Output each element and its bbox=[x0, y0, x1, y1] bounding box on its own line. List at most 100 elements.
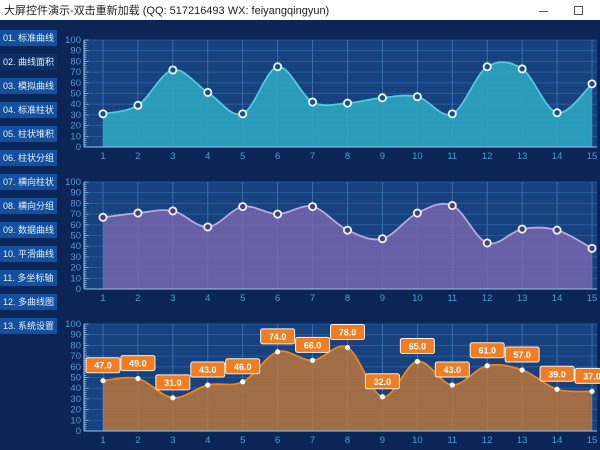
x-tick-label: 11 bbox=[447, 293, 457, 304]
x-tick-label: 9 bbox=[380, 435, 385, 446]
sidebar-item-09[interactable]: 09. 数据曲线 bbox=[0, 222, 57, 238]
sidebar-item-11[interactable]: 11. 多坐标轴 bbox=[0, 270, 57, 286]
x-tick-label: 10 bbox=[412, 435, 423, 446]
sidebar-item-03[interactable]: 03. 模拟曲线 bbox=[0, 78, 57, 94]
x-tick-label: 4 bbox=[205, 151, 210, 162]
sidebar-item-13[interactable]: 13. 系统设置 bbox=[0, 318, 57, 334]
x-tick-label: 13 bbox=[517, 435, 528, 446]
y-tick-label: 0 bbox=[76, 284, 81, 295]
sidebar-item-02[interactable]: 02. 曲线面积 bbox=[0, 54, 57, 70]
data-point-marker bbox=[309, 357, 316, 363]
point-label-box bbox=[260, 328, 296, 345]
point-label-box bbox=[399, 337, 435, 354]
data-point-marker bbox=[205, 382, 211, 388]
x-tick-label: 14 bbox=[552, 293, 563, 304]
point-label-box bbox=[295, 336, 331, 353]
sidebar-item-label: 05. 柱状堆积 bbox=[3, 129, 55, 139]
y-tick-label: 60 bbox=[70, 220, 81, 231]
data-point-marker bbox=[447, 201, 457, 211]
data-point-markers bbox=[100, 344, 595, 401]
minimize-icon[interactable] bbox=[538, 5, 549, 16]
data-point-marker bbox=[447, 109, 457, 119]
sidebar-item-label: 12. 多曲线图 bbox=[3, 297, 55, 307]
y-tick-label: 50 bbox=[70, 373, 81, 384]
x-tick-label: 14 bbox=[552, 435, 563, 446]
point-label-box bbox=[364, 373, 400, 390]
point-label-box bbox=[190, 361, 226, 378]
window-controls bbox=[538, 5, 600, 16]
point-labels: 47.0 49.0 31.0 43.0 46.0 74.0 66.0 78.0 32.0 65.0… bbox=[85, 324, 600, 391]
sidebar-item-label: 10. 平滑曲线 bbox=[3, 249, 55, 259]
x-tick-label: 8 bbox=[345, 435, 350, 446]
data-point-marker bbox=[587, 243, 597, 253]
point-label-box bbox=[225, 358, 261, 375]
y-tick-label: 50 bbox=[70, 231, 81, 242]
y-tick-label: 60 bbox=[70, 362, 81, 373]
sidebar-item-06[interactable]: 06. 柱状分组 bbox=[0, 150, 57, 166]
sidebar-item-10[interactable]: 10. 平滑曲线 bbox=[0, 246, 57, 262]
x-tick-label: 7 bbox=[310, 151, 315, 162]
sidebar-item-04[interactable]: 04. 标准柱状 bbox=[0, 102, 57, 118]
data-point-marker bbox=[308, 202, 318, 212]
data-point-marker bbox=[414, 358, 420, 365]
data-point-marker bbox=[377, 93, 387, 103]
point-label-text: 78.0 bbox=[339, 328, 357, 338]
sidebar-item-05[interactable]: 05. 柱状堆积 bbox=[0, 126, 57, 142]
charts-column: 0 10 20 30 40 50 60 70 80 90 100 1 2 3 4 5 6 7 8 9 10 11 12 13 1… bbox=[56, 33, 600, 450]
data-point-marker bbox=[238, 109, 248, 119]
y-tick-label: 10 bbox=[70, 415, 81, 426]
maximize-icon[interactable] bbox=[573, 5, 584, 16]
point-label-box bbox=[574, 367, 600, 384]
y-tick-label: 90 bbox=[70, 330, 81, 341]
x-tick-label: 11 bbox=[447, 435, 457, 446]
titlebar: 大屏控件演示-双击重新加载 (QQ: 517216493 WX: feiyang… bbox=[0, 0, 600, 20]
x-tick-label: 1 bbox=[100, 151, 105, 162]
data-point-marker bbox=[484, 363, 490, 369]
y-tick-label: 100 bbox=[65, 319, 81, 330]
point-label-text: 57.0 bbox=[513, 350, 531, 360]
sidebar-item-label: 03. 模拟曲线 bbox=[3, 81, 55, 91]
data-point-marker bbox=[240, 379, 246, 385]
y-tick-label: 70 bbox=[70, 67, 81, 78]
data-point-marker bbox=[342, 225, 352, 235]
x-tick-label: 7 bbox=[310, 293, 315, 304]
data-point-marker bbox=[552, 225, 562, 235]
x-tick-label: 15 bbox=[587, 293, 598, 304]
data-point-marker bbox=[482, 238, 492, 248]
y-tick-label: 90 bbox=[70, 46, 81, 57]
data-point-marker bbox=[133, 208, 143, 218]
data-point-marker bbox=[135, 375, 141, 382]
sidebar-item-12[interactable]: 12. 多曲线图 bbox=[0, 294, 57, 310]
sidebar-item-07[interactable]: 07. 横向柱状 bbox=[0, 174, 57, 190]
point-label-text: 43.0 bbox=[444, 365, 462, 375]
data-point-marker bbox=[589, 388, 595, 395]
y-tick-label: 80 bbox=[70, 198, 81, 209]
y-tick-label: 20 bbox=[70, 405, 81, 416]
x-tick-label: 3 bbox=[170, 151, 175, 162]
data-point-marker bbox=[170, 395, 176, 401]
y-tick-label: 70 bbox=[70, 209, 81, 220]
data-point-marker bbox=[449, 382, 455, 388]
sidebar-item-01[interactable]: 01. 标准曲线 bbox=[0, 30, 57, 46]
x-tick-label: 7 bbox=[310, 435, 315, 446]
data-point-marker bbox=[168, 206, 178, 216]
x-tick-label: 5 bbox=[240, 293, 245, 304]
data-point-marker bbox=[273, 62, 283, 72]
sidebar-item-08[interactable]: 08. 横向分组 bbox=[0, 198, 57, 214]
point-label-text: 49.0 bbox=[129, 359, 147, 369]
area-fill bbox=[103, 346, 592, 431]
y-tick-label: 10 bbox=[70, 131, 81, 142]
x-tick-label: 8 bbox=[345, 293, 350, 304]
x-tick-label: 12 bbox=[482, 293, 493, 304]
point-label-text: 31.0 bbox=[164, 378, 182, 388]
y-tick-label: 0 bbox=[76, 142, 81, 153]
point-label-text: 39.0 bbox=[548, 369, 566, 379]
data-point-marker bbox=[517, 64, 527, 74]
data-point-marker bbox=[168, 65, 178, 75]
